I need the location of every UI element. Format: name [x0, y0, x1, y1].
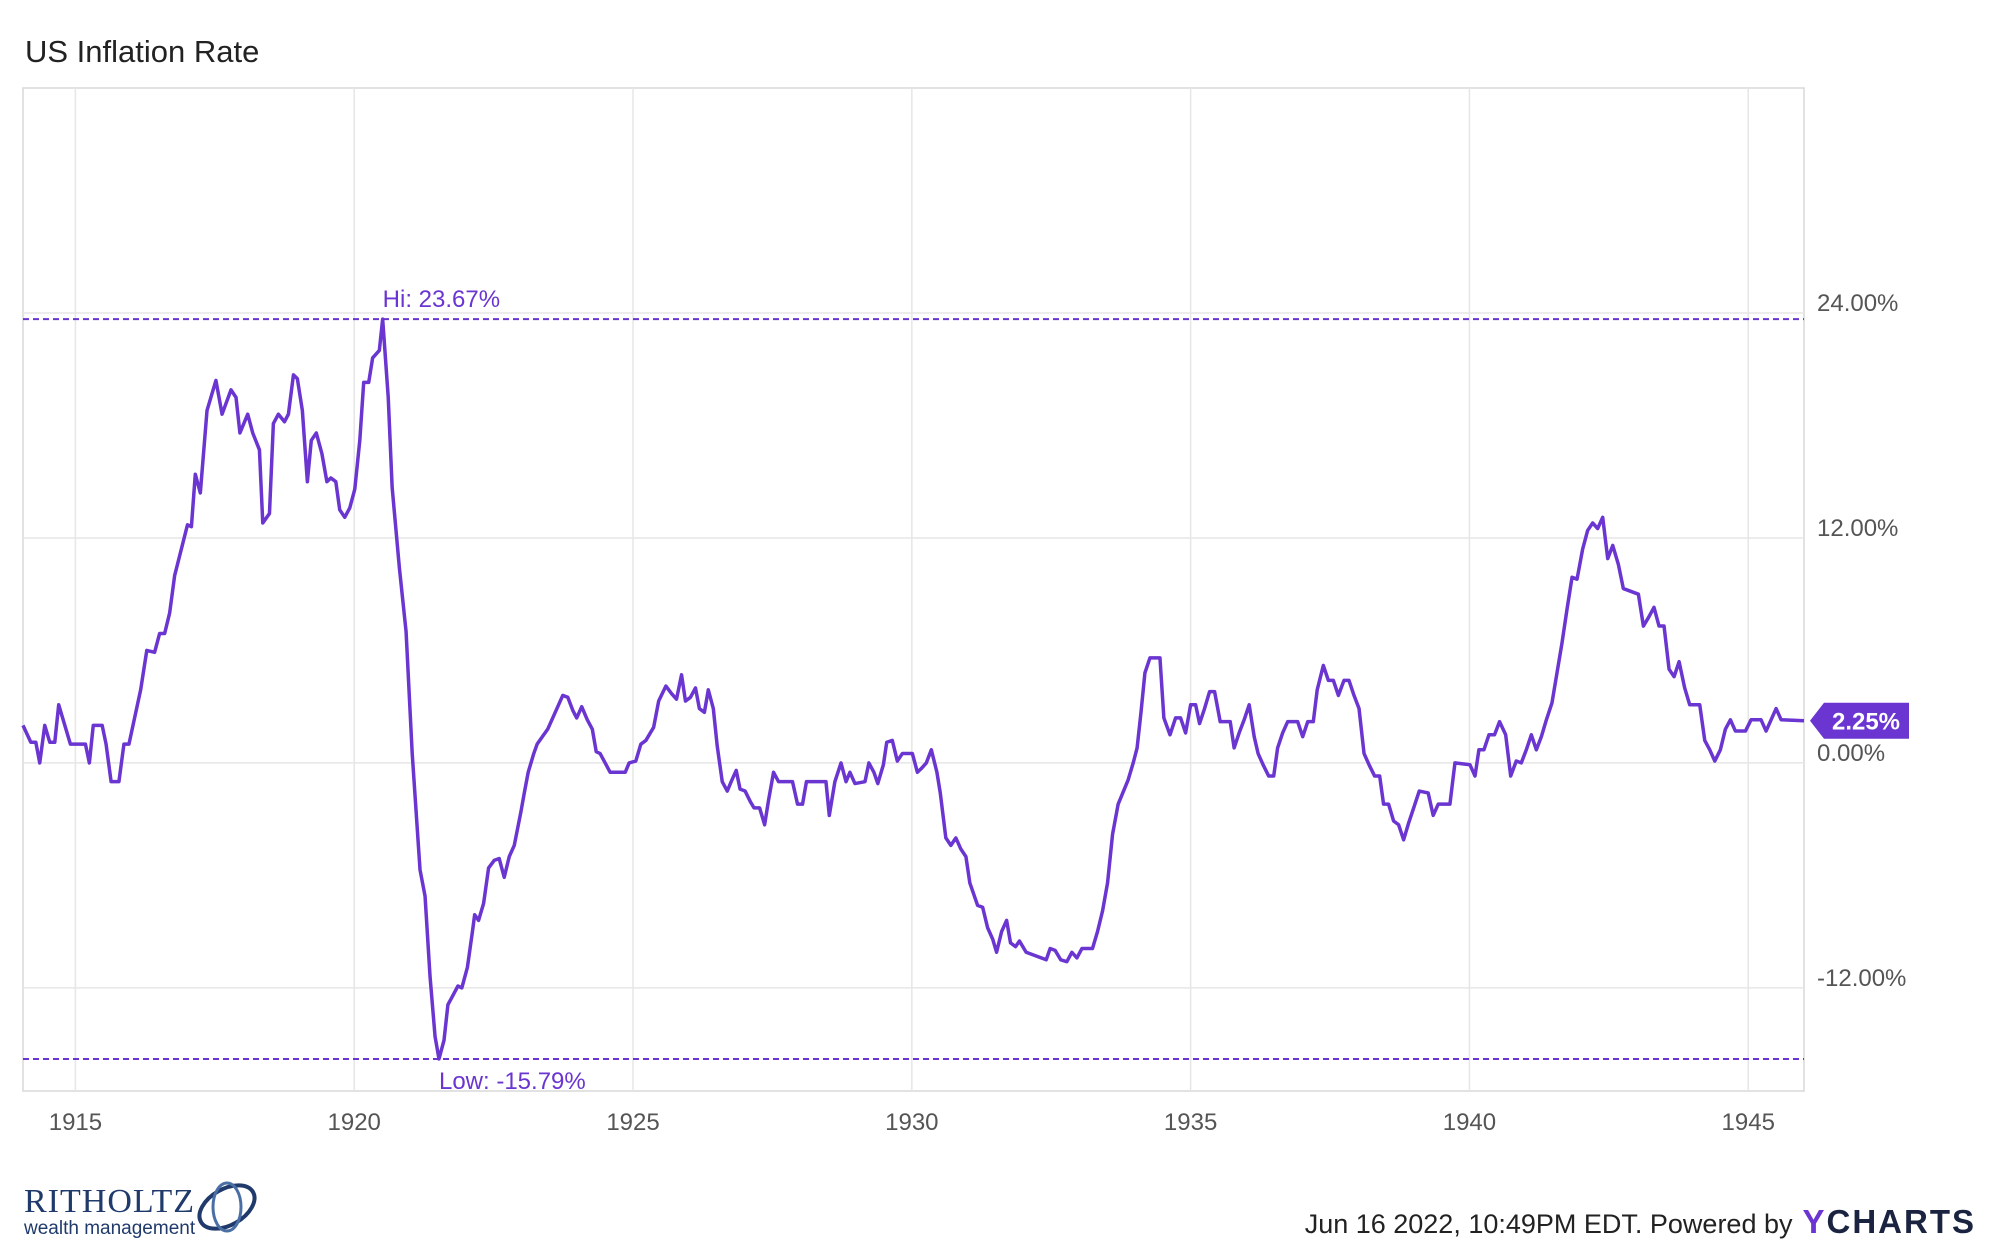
- y-tick-label: 12.00%: [1817, 515, 1898, 542]
- x-tick-label: 1915: [49, 1109, 102, 1136]
- y-tick-label: 0.00%: [1817, 740, 1885, 767]
- brand-name: RITHOLTZ: [24, 1183, 196, 1220]
- hi-label: Hi: 23.67%: [383, 286, 500, 313]
- ritholtz-logo: RITHOLTZ wealth management: [24, 1181, 257, 1239]
- last-value-label: 2.25%: [1832, 709, 1900, 736]
- footer: Jun 16 2022, 10:49PM EDT. Powered by YCH…: [1305, 1203, 1976, 1241]
- ycharts-logo: YCHARTS: [1802, 1203, 1976, 1240]
- line-series: [21, 317, 1805, 1061]
- chart-title: US Inflation Rate: [25, 34, 259, 69]
- timestamp: Jun 16 2022, 10:49PM EDT. Powered by: [1304, 1209, 1793, 1239]
- x-tick-label: 1930: [885, 1109, 938, 1136]
- low-label: Low: -15.79%: [439, 1068, 586, 1095]
- y-tick-label: 24.00%: [1817, 290, 1898, 317]
- x-tick-label: 1940: [1443, 1109, 1496, 1136]
- y-tick-label: -12.00%: [1817, 965, 1906, 992]
- chart: US Inflation Rate 1915 1920 1925 1930 1935 19…: [21, 34, 1909, 1136]
- x-tick-label: 1945: [1722, 1109, 1775, 1136]
- last-value-tag: [1810, 702, 1909, 739]
- x-tick-label: 1935: [1164, 1109, 1217, 1136]
- brand-subtitle: wealth management: [24, 1218, 196, 1239]
- x-tick-label: 1920: [328, 1109, 381, 1136]
- brand-icon: [197, 1181, 257, 1233]
- plot-area: [22, 87, 1805, 1092]
- x-tick-label: 1925: [606, 1109, 659, 1136]
